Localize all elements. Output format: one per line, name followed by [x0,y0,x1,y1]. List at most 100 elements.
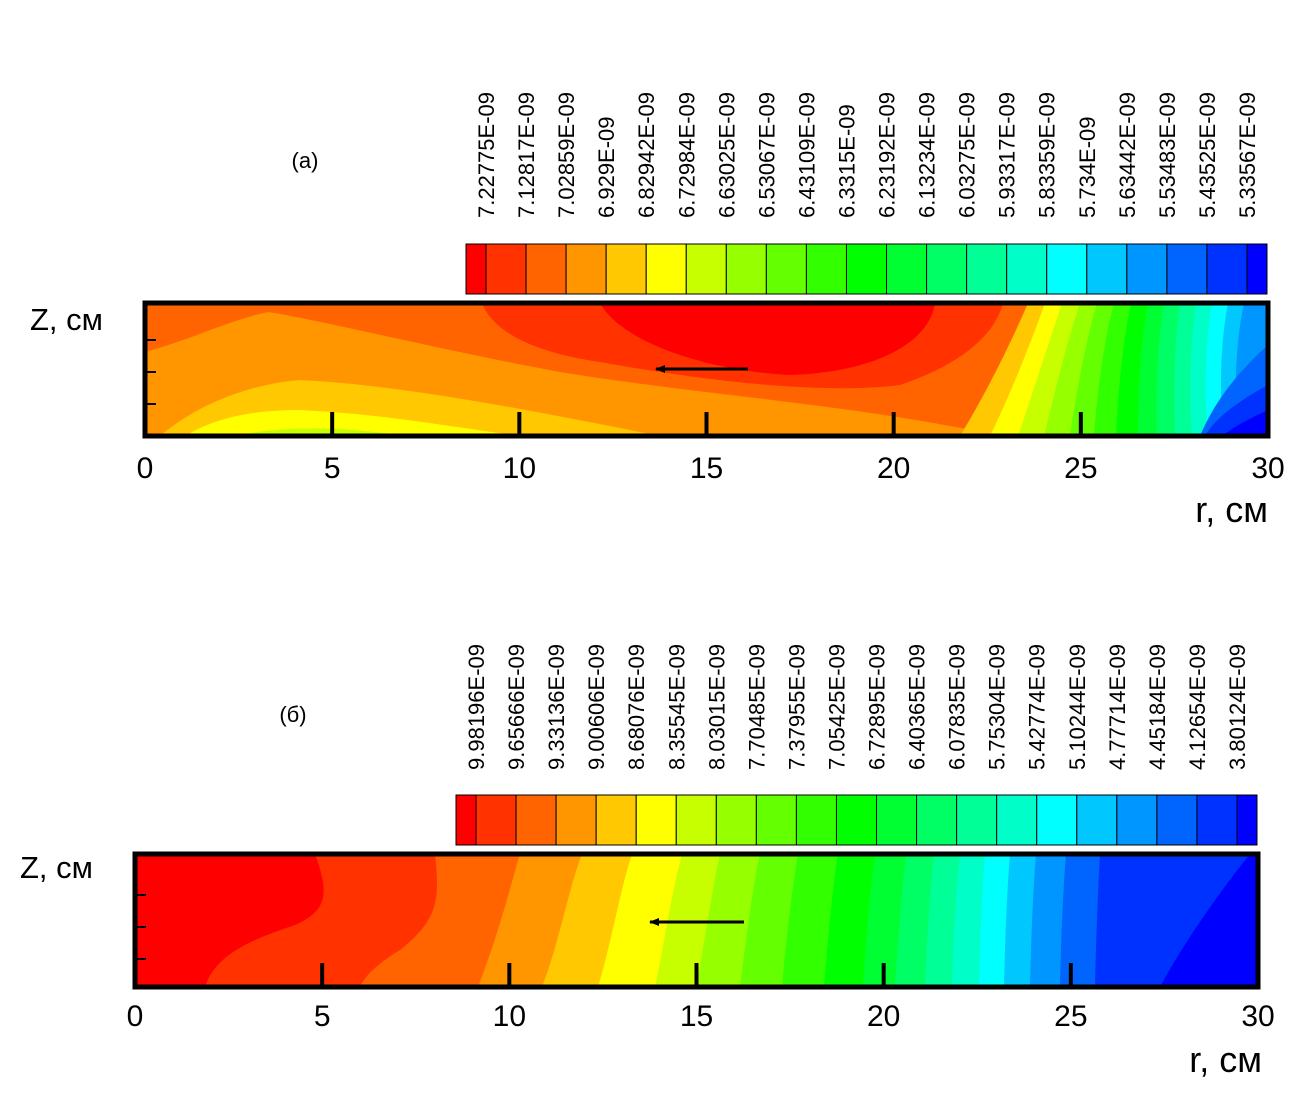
x-tick-label: 30 [1251,452,1284,485]
legend-swatch [605,243,647,295]
legend-swatch [1236,794,1258,846]
legend-swatch [795,794,837,846]
contour-level-band [600,303,935,375]
legend-level-label: 6.40365E-09 [905,644,930,770]
x-tick-label: 10 [503,452,536,485]
x-tick-label: 0 [137,452,154,485]
legend-swatch [1086,243,1128,295]
legend-swatch [916,794,958,846]
legend-swatch [1126,243,1168,295]
legend-swatch [966,243,1008,295]
legend-swatch [1116,794,1158,846]
panel-label: (а) [292,148,319,173]
legend-level-label: 5.42774E-09 [1025,644,1050,770]
legend-swatch [1046,243,1088,295]
legend-level-label: 8.35545E-09 [664,644,689,770]
legend-level-label: 6.82942E-09 [634,92,659,218]
legend-level-label: 6.53067E-09 [754,92,779,218]
legend-level-label: 7.70485E-09 [744,644,769,770]
legend-level-label: 5.53483E-09 [1155,92,1180,218]
legend-swatch [755,794,797,846]
color-legend [465,243,1268,295]
legend-swatch [956,794,998,846]
legend-level-label: 3.80124E-09 [1225,644,1250,770]
legend-swatch [685,243,727,295]
legend-level-labels: 9.98196E-09 9.65666E-09 9.33136E-09 9.00606… [464,644,1250,770]
legend-level-label: 9.65666E-09 [504,644,529,770]
legend-swatch [515,794,557,846]
legend-swatch [1246,243,1268,295]
x-tick-label: 5 [314,1000,331,1033]
x-tick-label: 15 [690,452,723,485]
legend-swatch [876,794,918,846]
legend-level-label: 6.23192E-09 [875,92,900,218]
legend-level-label: 6.929E-09 [594,116,619,218]
legend-level-label: 6.63025E-09 [714,92,739,218]
legend-swatch [1006,243,1048,295]
contour-level-band [185,410,520,436]
legend-swatch [1196,794,1238,846]
legend-swatch [765,243,807,295]
legend-swatch [645,243,687,295]
legend-level-label: 5.43525E-09 [1195,92,1220,218]
legend-level-label: 5.83359E-09 [1035,92,1060,218]
legend-swatch [635,794,677,846]
legend-swatch [835,794,878,846]
legend-level-label: 7.05425E-09 [824,644,849,770]
x-axis-label: r, см [1189,1039,1262,1080]
x-tick-label: 15 [680,1000,713,1033]
legend-swatch [1076,794,1118,846]
legend-level-label: 8.68076E-09 [624,644,649,770]
x-tick-label: 0 [127,1000,144,1033]
legend-swatch [725,243,767,295]
legend-swatch [555,794,597,846]
y-axis-label: Z, см [30,302,103,337]
legend-swatch [926,243,968,295]
legend-level-label: 5.93317E-09 [995,92,1020,218]
legend-swatch [455,794,477,846]
legend-level-label: 4.45184E-09 [1145,644,1170,770]
legend-swatch [485,243,527,295]
legend-swatch [465,243,487,295]
legend-level-label: 6.3315E-09 [834,104,859,218]
x-tick-label: 30 [1241,1000,1274,1033]
legend-level-label: 9.00606E-09 [584,644,609,770]
legend-level-label: 6.07835E-09 [945,644,970,770]
legend-swatch [565,243,607,295]
color-legend [455,794,1258,846]
legend-level-label: 8.03015E-09 [704,644,729,770]
y-axis-label: Z, см [20,850,93,885]
legend-level-label: 7.37955E-09 [784,644,809,770]
panel-b: (б) 9.98196E-09 9.65666E-09 9.33136E-09 9.0… [20,644,1275,1080]
legend-swatch [595,794,637,846]
legend-level-label: 5.75304E-09 [985,644,1010,770]
legend-swatch [996,794,1038,846]
legend-swatch [1206,243,1248,295]
legend-swatch [805,243,847,295]
x-tick-label: 20 [867,1000,900,1033]
legend-level-label: 4.12654E-09 [1185,644,1210,770]
contour-level-band [1222,410,1268,436]
legend-level-label: 5.63442E-09 [1115,92,1140,218]
contour-field [145,303,1268,436]
legend-swatch [675,794,717,846]
panel-a: (а) 7.22775E-09 7.12817E-09 7.02859E-09 6.9… [30,92,1285,530]
legend-level-label: 9.98196E-09 [464,644,489,770]
legend-level-label: 6.72895E-09 [865,644,890,770]
legend-swatch [1166,243,1208,295]
legend-level-label: 6.03275E-09 [955,92,980,218]
legend-swatch [715,794,757,846]
x-tick-label: 5 [324,452,341,485]
x-axis-ticks: 0 5 10 15 20 25 30 [127,963,1275,1033]
legend-level-label: 7.02859E-09 [554,92,579,218]
legend-level-label: 5.33567E-09 [1235,92,1260,218]
legend-level-label: 6.43109E-09 [794,92,819,218]
legend-level-label: 5.734E-09 [1075,116,1100,218]
legend-level-labels: 7.22775E-09 7.12817E-09 7.02859E-09 6.929E-… [474,92,1260,218]
legend-level-label: 7.22775E-09 [474,92,499,218]
x-tick-label: 25 [1064,452,1097,485]
legend-swatch [1156,794,1198,846]
legend-swatch [845,243,888,295]
